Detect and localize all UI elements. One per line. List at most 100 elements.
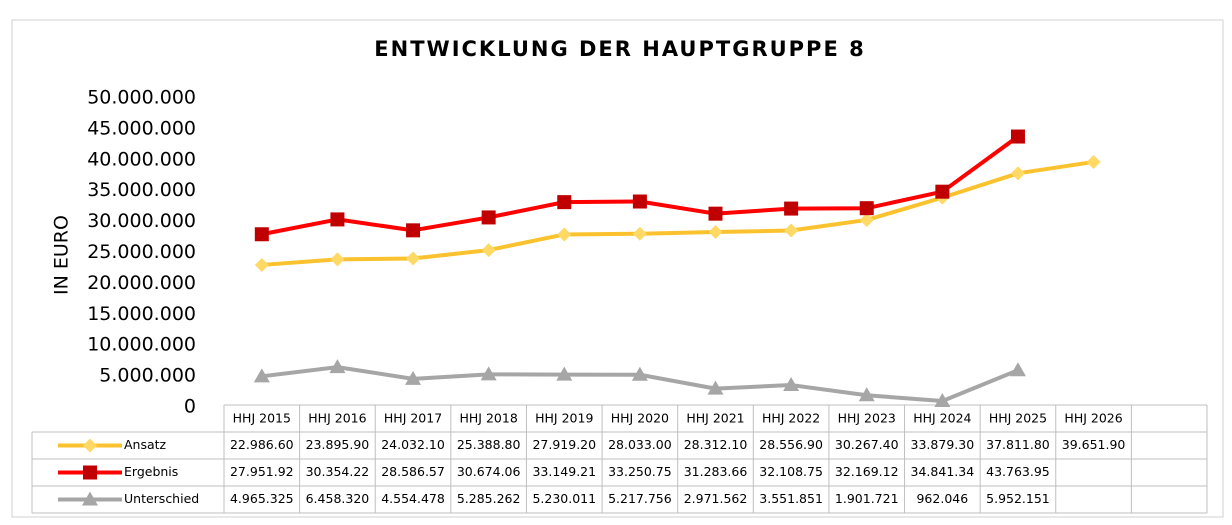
data-label: 33.250.75 [608, 464, 672, 479]
marker [406, 251, 421, 266]
marker [330, 252, 345, 267]
chart-border [11, 19, 1224, 518]
marker [1010, 166, 1025, 181]
data-label: 28.312.10 [684, 437, 748, 452]
x-tick-label: HHJ 2018 [460, 411, 518, 426]
chart-title: ENTWICKLUNG DER HAUPTGRUPPE 8 [374, 37, 865, 61]
data-label: 2.971.562 [684, 491, 748, 506]
x-tick-label: HHJ 2019 [535, 411, 593, 426]
marker [330, 212, 345, 227]
y-tick-label: 40.000.000 [87, 148, 196, 170]
data-label: 5.952.151 [986, 491, 1050, 506]
marker [481, 243, 496, 258]
marker [859, 201, 874, 216]
data-label: 31.283.66 [684, 464, 748, 479]
x-tick-label: HHJ 2026 [1064, 411, 1122, 426]
marker [1009, 362, 1026, 377]
data-label: 43.763.95 [986, 464, 1050, 479]
data-label: 962.046 [916, 491, 968, 506]
x-tick-label: HHJ 2017 [384, 411, 442, 426]
data-label: 28.033.00 [608, 437, 672, 452]
data-label: 37.811.80 [986, 437, 1050, 452]
data-label: 39.651.90 [1062, 437, 1126, 452]
marker [481, 210, 496, 225]
y-tick-label: 5.000.000 [99, 365, 196, 387]
marker [708, 225, 723, 240]
marker [82, 491, 98, 506]
marker [557, 195, 572, 210]
marker [708, 206, 723, 221]
data-label: 1.901.721 [835, 491, 899, 506]
data-label: 3.551.851 [759, 491, 823, 506]
data-label: 30.354.22 [306, 464, 370, 479]
data-label: 28.586.57 [381, 464, 445, 479]
y-tick-label: 0 [184, 396, 196, 418]
marker [632, 194, 647, 209]
y-tick-label: 50.000.000 [87, 87, 196, 109]
legend-label: Unterschied [124, 491, 199, 506]
data-label: 5.230.011 [532, 491, 596, 506]
x-tick-label: HHJ 2025 [989, 411, 1047, 426]
legend-label: Ergebnis [124, 464, 178, 479]
data-label: 4.965.325 [230, 491, 294, 506]
data-label: 27.951.92 [230, 464, 294, 479]
marker [784, 223, 799, 238]
data-label: 33.149.21 [532, 464, 596, 479]
data-label: 30.674.06 [457, 464, 521, 479]
marker [254, 227, 269, 242]
marker [1086, 154, 1101, 169]
y-tick-label: 15.000.000 [87, 303, 196, 325]
marker [934, 393, 951, 408]
marker [254, 257, 269, 272]
x-tick-label: HHJ 2015 [233, 411, 291, 426]
x-tick-label: HHJ 2023 [838, 411, 896, 426]
x-tick-label: HHJ 2016 [308, 411, 366, 426]
y-tick-label: 30.000.000 [87, 210, 196, 232]
legend-label: Ansatz [124, 437, 167, 452]
y-tick-label: 20.000.000 [87, 272, 196, 294]
marker [935, 184, 950, 199]
marker [859, 212, 874, 227]
data-label: 22.986.60 [230, 437, 294, 452]
data-label: 34.841.34 [911, 464, 975, 479]
x-tick-label: HHJ 2022 [762, 411, 820, 426]
y-tick-label: 35.000.000 [87, 179, 196, 201]
data-label: 4.554.478 [381, 491, 445, 506]
marker [556, 366, 573, 381]
marker [83, 438, 97, 453]
x-tick-label: HHJ 2021 [686, 411, 744, 426]
x-tick-label: HHJ 2024 [913, 411, 971, 426]
data-label: 33.879.30 [911, 437, 975, 452]
y-axis-label: IN EURO [51, 215, 73, 295]
marker [480, 366, 497, 381]
y-tick-label: 10.000.000 [87, 334, 196, 356]
marker [406, 223, 421, 238]
marker [631, 366, 648, 381]
data-label: 32.108.75 [759, 464, 823, 479]
marker [784, 201, 799, 216]
series-line [261, 159, 1094, 267]
marker [329, 359, 346, 374]
data-label: 24.032.10 [381, 437, 445, 452]
data-label: 32.169.12 [835, 464, 899, 479]
marker [858, 387, 875, 402]
y-tick-label: 25.000.000 [87, 241, 196, 263]
x-tick-label: HHJ 2020 [611, 411, 669, 426]
marker [783, 377, 800, 392]
data-label: 28.556.90 [759, 437, 823, 452]
marker [83, 465, 97, 480]
y-tick-label: 45.000.000 [87, 117, 196, 139]
data-label: 5.217.756 [608, 491, 672, 506]
marker [557, 227, 572, 242]
marker [632, 226, 647, 241]
marker [1010, 129, 1025, 144]
data-label: 6.458.320 [306, 491, 370, 506]
data-label: 5.285.262 [457, 491, 521, 506]
data-label: 27.919.20 [532, 437, 596, 452]
data-label: 25.388.80 [457, 437, 521, 452]
marker [405, 370, 422, 385]
marker [707, 380, 724, 395]
marker [253, 368, 270, 383]
